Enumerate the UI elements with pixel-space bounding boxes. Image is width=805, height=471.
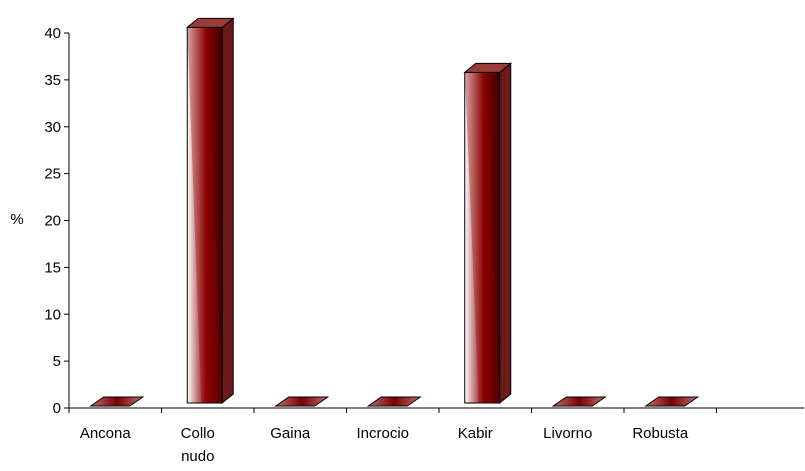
y-tick-label: 5: [53, 353, 61, 370]
y-tick-label: 25: [44, 166, 61, 183]
bar: [274, 396, 330, 407]
bar: [89, 396, 145, 407]
x-tick-label: Livorno: [543, 425, 592, 442]
bar-streak: [464, 72, 500, 403]
bar: [644, 396, 700, 407]
y-tick-label: 40: [44, 25, 61, 42]
bar-top: [463, 62, 513, 73]
bar-flat: [644, 396, 700, 407]
x-tick-label: Kabir: [458, 425, 493, 442]
x-tick-label: nudo: [181, 448, 214, 465]
y-tick-label: 10: [44, 306, 61, 323]
bars-group: [89, 17, 700, 407]
bar-streak: [187, 27, 223, 403]
y-tick-label: 35: [44, 72, 61, 89]
x-tick-label: Collo: [181, 425, 215, 442]
labels-group: 0 5 10 15 20 25 30 35 40% Ancona Collo nudo Gaina Inc…: [10, 25, 689, 465]
bar-side: [499, 62, 512, 405]
axes: [64, 32, 804, 413]
bar-side: [221, 17, 234, 405]
bar-flat: [366, 396, 422, 407]
bar: [551, 396, 607, 407]
x-tick-label: Incrocio: [356, 425, 409, 442]
bar-flat: [551, 396, 607, 407]
x-tick-label: Ancona: [80, 425, 132, 442]
y-axis-label: %: [10, 211, 23, 228]
bar-flat: [274, 396, 330, 407]
bar: [366, 396, 422, 407]
bar: [463, 62, 513, 405]
y-tick-label: 0: [53, 400, 61, 417]
x-tick-label: Robusta: [632, 425, 689, 442]
x-tick-label: Gaina: [270, 425, 311, 442]
y-tick-label: 15: [44, 259, 61, 276]
y-tick-label: 30: [44, 119, 61, 136]
bar-top: [185, 17, 235, 28]
bar: [185, 17, 235, 405]
bar-flat: [89, 396, 145, 407]
y-tick-label: 20: [44, 213, 61, 230]
